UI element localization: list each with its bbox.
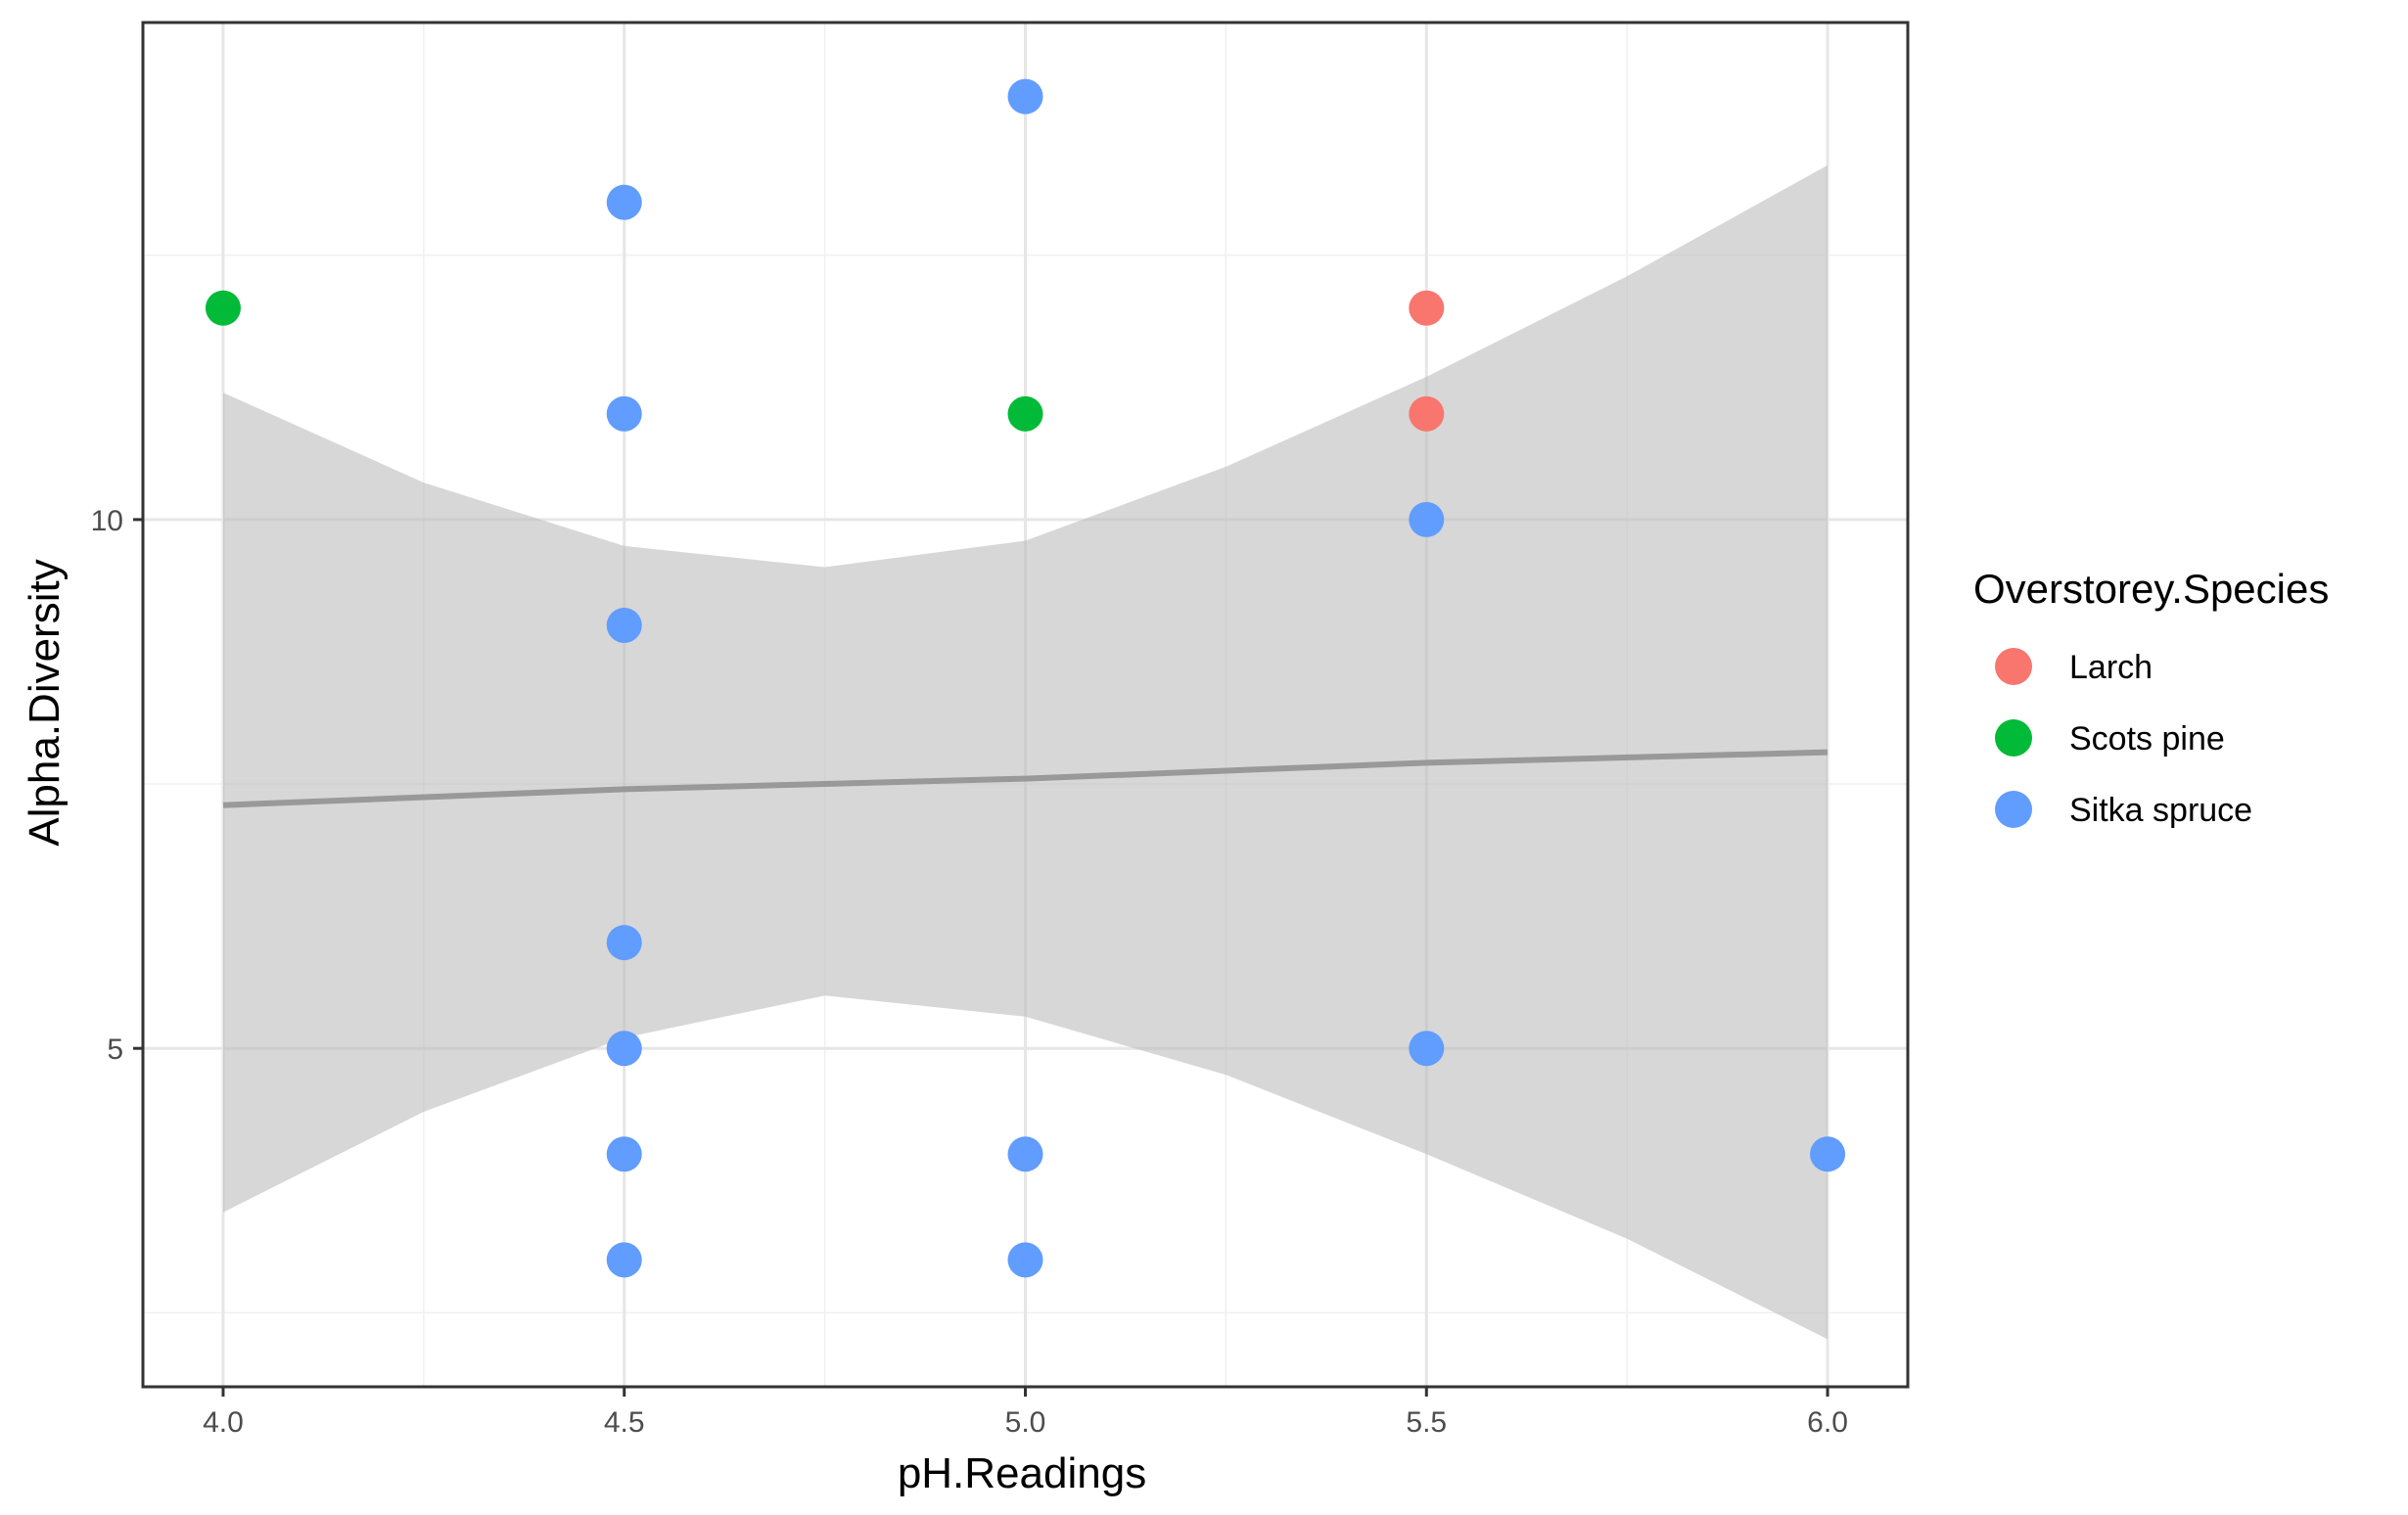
data-point-sitka-spruce: [606, 395, 642, 432]
trend-line: [222, 749, 1829, 808]
data-point-scots-pine: [1007, 395, 1043, 432]
tick-labels-layer: 4.0 4.5 5.0 5.5 6.0 5 10: [91, 505, 1848, 1439]
data-point-sitka-spruce: [1810, 1136, 1846, 1172]
x-axis-title: pH.Readings: [898, 1449, 1146, 1497]
data-point-sitka-spruce: [1007, 1242, 1043, 1278]
data-point-sitka-spruce: [606, 1031, 642, 1067]
data-points-layer: [205, 78, 1846, 1278]
x-tick-label: 5.5: [1406, 1406, 1447, 1439]
legend-key-sitka-spruce: [1995, 791, 2032, 828]
data-point-sitka-spruce: [606, 1242, 642, 1278]
legend-label-scots-pine: Scots pine: [2069, 720, 2225, 758]
x-tick-label: 5.0: [1005, 1406, 1046, 1439]
y-axis-title: Alpha.Diversity: [21, 559, 69, 846]
axis-ticks-layer: [133, 518, 1829, 1397]
x-tick-label: 4.5: [604, 1406, 645, 1439]
data-point-sitka-spruce: [606, 607, 642, 643]
legend-key-scots-pine: [1995, 719, 2032, 757]
x-tick-label: 6.0: [1807, 1406, 1848, 1439]
x-tick-label: 4.0: [203, 1406, 244, 1439]
data-point-sitka-spruce: [1007, 1136, 1043, 1172]
trend-line-layer: [222, 749, 1829, 808]
data-point-sitka-spruce: [606, 925, 642, 961]
legend-title: Overstorey.Species: [1973, 566, 2329, 612]
legend-key-larch: [1995, 648, 2032, 685]
y-tick-label: 5: [107, 1033, 123, 1066]
data-point-sitka-spruce: [606, 1136, 642, 1172]
y-tick-label: 10: [91, 505, 123, 537]
legend-entries: Larch Scots pine Sitka spruce: [1995, 648, 2252, 829]
data-point-larch: [1409, 395, 1445, 432]
data-point-sitka-spruce: [606, 184, 642, 220]
data-point-sitka-spruce: [1409, 1031, 1445, 1067]
data-point-sitka-spruce: [1409, 501, 1445, 537]
data-point-larch: [1409, 290, 1445, 326]
data-point-scots-pine: [205, 290, 241, 326]
legend-label-sitka-spruce: Sitka spruce: [2069, 792, 2252, 829]
data-point-sitka-spruce: [1007, 78, 1043, 115]
legend-label-larch: Larch: [2069, 649, 2153, 686]
legend: Overstorey.Species Larch Scots pine Sitka …: [1973, 566, 2329, 829]
